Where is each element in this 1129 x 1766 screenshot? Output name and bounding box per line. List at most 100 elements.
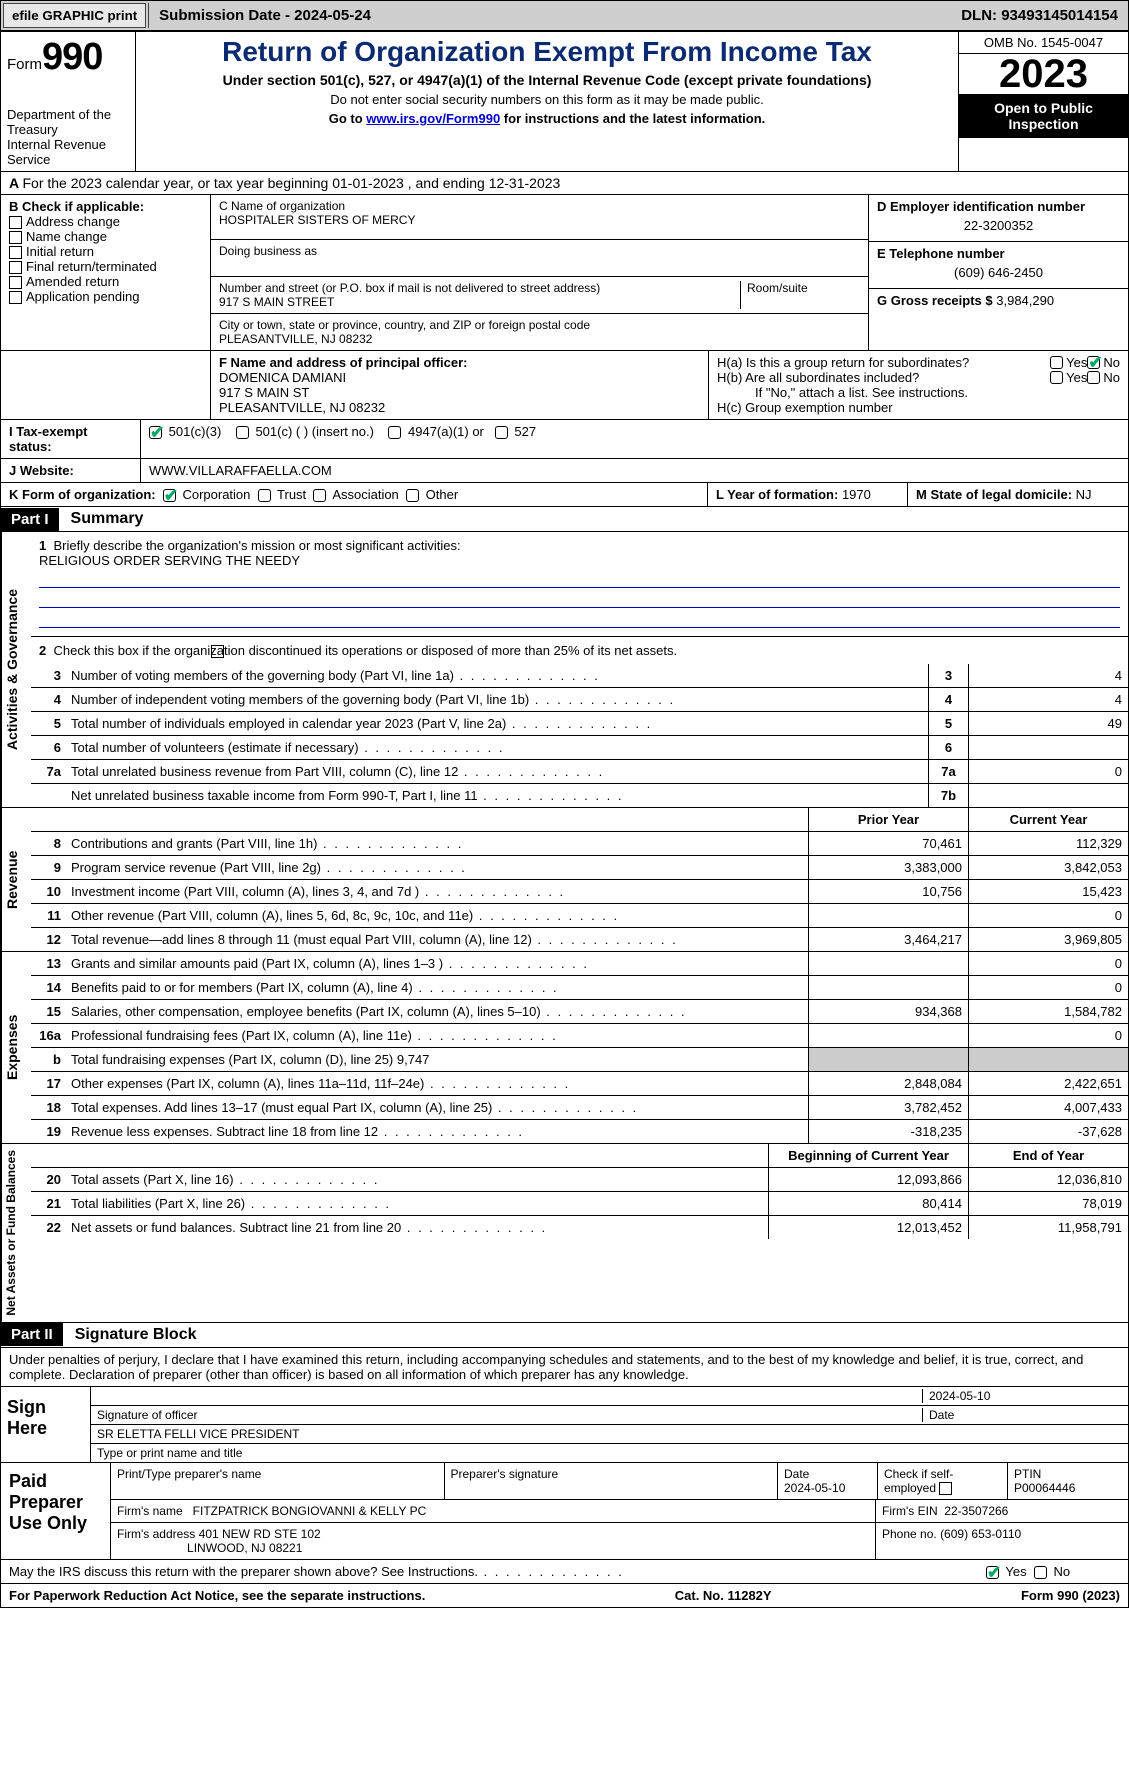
form-label: Form — [7, 56, 42, 73]
section-a: A For the 2023 calendar year, or tax yea… — [0, 172, 1129, 195]
goto-pre: Go to — [329, 111, 367, 126]
firm-phone: (609) 653-0110 — [940, 1527, 1021, 1541]
goto-post: for instructions and the latest informat… — [500, 111, 765, 126]
footer: For Paperwork Reduction Act Notice, see … — [0, 1584, 1129, 1608]
firm-name: FITZPATRICK BONGIOVANNI & KELLY PC — [193, 1504, 427, 1518]
gross-receipts: 3,984,290 — [996, 293, 1054, 308]
discuss-no[interactable] — [1034, 1566, 1047, 1579]
state-domicile: NJ — [1076, 487, 1092, 502]
chk-final[interactable] — [9, 261, 22, 274]
open-inspection: Open to Public Inspection — [959, 94, 1128, 138]
ha-yes[interactable] — [1050, 356, 1063, 369]
firm-ein: 22-3507266 — [944, 1504, 1008, 1518]
discuss-yes[interactable] — [986, 1566, 999, 1579]
part1-title: Summary — [59, 507, 156, 531]
q2: Check this box if the organization disco… — [53, 643, 677, 658]
l-4947: 4947(a)(1) or — [408, 424, 484, 439]
net-assets-section: Net Assets or Fund Balances Beginning of… — [0, 1144, 1129, 1323]
expenses-section: Expenses 13Grants and similar amounts pa… — [0, 952, 1129, 1144]
i-label: I Tax-exempt status: — [1, 420, 141, 458]
officer-addr1: 917 S MAIN ST — [219, 385, 700, 400]
website: WWW.VILLARAFFAELLA.COM — [141, 459, 1128, 482]
form-header: Form990 Department of the Treasury Inter… — [0, 31, 1129, 172]
ssn-note: Do not enter social security numbers on … — [142, 92, 952, 107]
officer-sig: SR ELETTA FELLI VICE PRESIDENT — [91, 1425, 1128, 1444]
type-label: Type or print name and title — [91, 1444, 1128, 1462]
mission: RELIGIOUS ORDER SERVING THE NEEDY — [39, 553, 300, 568]
chk-discontinued[interactable] — [211, 645, 224, 658]
chk-self-emp[interactable] — [939, 1482, 952, 1495]
l-501c3: 501(c)(3) — [169, 424, 222, 439]
top-bar: efile GRAPHIC print Submission Date - 20… — [0, 0, 1129, 31]
side-net-assets: Net Assets or Fund Balances — [1, 1144, 31, 1322]
hb-no[interactable] — [1087, 371, 1100, 384]
b-name-change: Name change — [26, 229, 107, 244]
officer-group-row: F Name and address of principal officer:… — [0, 351, 1129, 420]
part1-header: Part I Summary — [0, 507, 1129, 532]
b-pending: Application pending — [26, 289, 139, 304]
b-amended: Amended return — [26, 274, 119, 289]
sign-here-label: Sign Here — [1, 1387, 91, 1462]
omb-number: OMB No. 1545-0047 — [959, 32, 1128, 54]
l-trust: Trust — [277, 487, 306, 502]
b-final: Final return/terminated — [26, 259, 157, 274]
side-expenses: Expenses — [1, 952, 31, 1143]
hb-note: If "No," attach a list. See instructions… — [717, 385, 1120, 400]
part2-title: Signature Block — [63, 1323, 209, 1347]
chk-assoc[interactable] — [313, 489, 326, 502]
l-assoc: Association — [332, 487, 398, 502]
chk-other[interactable] — [406, 489, 419, 502]
discuss-no-l: No — [1053, 1564, 1070, 1579]
officer-name: DOMENICA DAMIANI — [219, 370, 700, 385]
tax-year-text: For the 2023 calendar year, or tax year … — [22, 175, 560, 191]
ha-no[interactable] — [1087, 356, 1100, 369]
l-corp: Corporation — [182, 487, 250, 502]
prep-sig-hdr: Preparer's signature — [445, 1463, 779, 1499]
efile-print-button[interactable]: efile GRAPHIC print — [3, 3, 146, 28]
date-label: Date — [922, 1408, 1122, 1422]
tax-exempt-row: I Tax-exempt status: 501(c)(3) 501(c) ( … — [0, 420, 1129, 459]
org-name: HOSPITALER SISTERS OF MERCY — [219, 213, 860, 227]
chk-trust[interactable] — [258, 489, 271, 502]
city-state-zip: PLEASANTVILLE, NJ 08232 — [219, 332, 860, 346]
irs-link[interactable]: www.irs.gov/Form990 — [366, 111, 500, 126]
chk-amended[interactable] — [9, 276, 22, 289]
c-name-label: C Name of organization — [219, 199, 860, 213]
l-label: L Year of formation: — [716, 487, 838, 502]
addr-label: Number and street (or P.O. box if mail i… — [219, 281, 740, 295]
chk-501c3[interactable] — [149, 426, 162, 439]
firm-addr1: 401 NEW RD STE 102 — [199, 1527, 321, 1541]
hb-yes[interactable] — [1050, 371, 1063, 384]
part2-num: Part II — [1, 1323, 63, 1346]
l-other: Other — [426, 487, 459, 502]
chk-4947[interactable] — [388, 426, 401, 439]
chk-address-change[interactable] — [9, 216, 22, 229]
city-label: City or town, state or province, country… — [219, 318, 860, 332]
revenue-section: Revenue Prior YearCurrent Year 8Contribu… — [0, 808, 1129, 952]
form-ref: Form 990 (2023) — [1021, 1588, 1120, 1603]
chk-initial[interactable] — [9, 246, 22, 259]
firm-ein-label: Firm's EIN — [882, 1504, 938, 1518]
e-label: E Telephone number — [877, 246, 1120, 261]
chk-501c[interactable] — [236, 426, 249, 439]
no-label: No — [1103, 355, 1120, 370]
firm-name-label: Firm's name — [117, 1504, 183, 1518]
j-label: J Website: — [1, 459, 141, 482]
chk-name-change[interactable] — [9, 231, 22, 244]
f-label: F Name and address of principal officer: — [219, 355, 468, 370]
no-label2: No — [1103, 370, 1120, 385]
ptin: P00064446 — [1014, 1481, 1075, 1495]
chk-pending[interactable] — [9, 291, 22, 304]
year-formation: 1970 — [842, 487, 871, 502]
prep-name-hdr: Print/Type preparer's name — [111, 1463, 445, 1499]
cat-no: Cat. No. 11282Y — [675, 1588, 772, 1603]
sign-date: 2024-05-10 — [922, 1389, 1122, 1403]
discuss-yes-l: Yes — [1005, 1564, 1026, 1579]
prep-date: 2024-05-10 — [784, 1481, 845, 1495]
website-row: J Website: WWW.VILLARAFFAELLA.COM — [0, 459, 1129, 483]
paid-label: Paid Preparer Use Only — [1, 1463, 111, 1559]
ul3 — [39, 610, 1120, 628]
discuss-text: May the IRS discuss this return with the… — [1, 1560, 978, 1583]
chk-527[interactable] — [495, 426, 508, 439]
chk-corp[interactable] — [163, 489, 176, 502]
